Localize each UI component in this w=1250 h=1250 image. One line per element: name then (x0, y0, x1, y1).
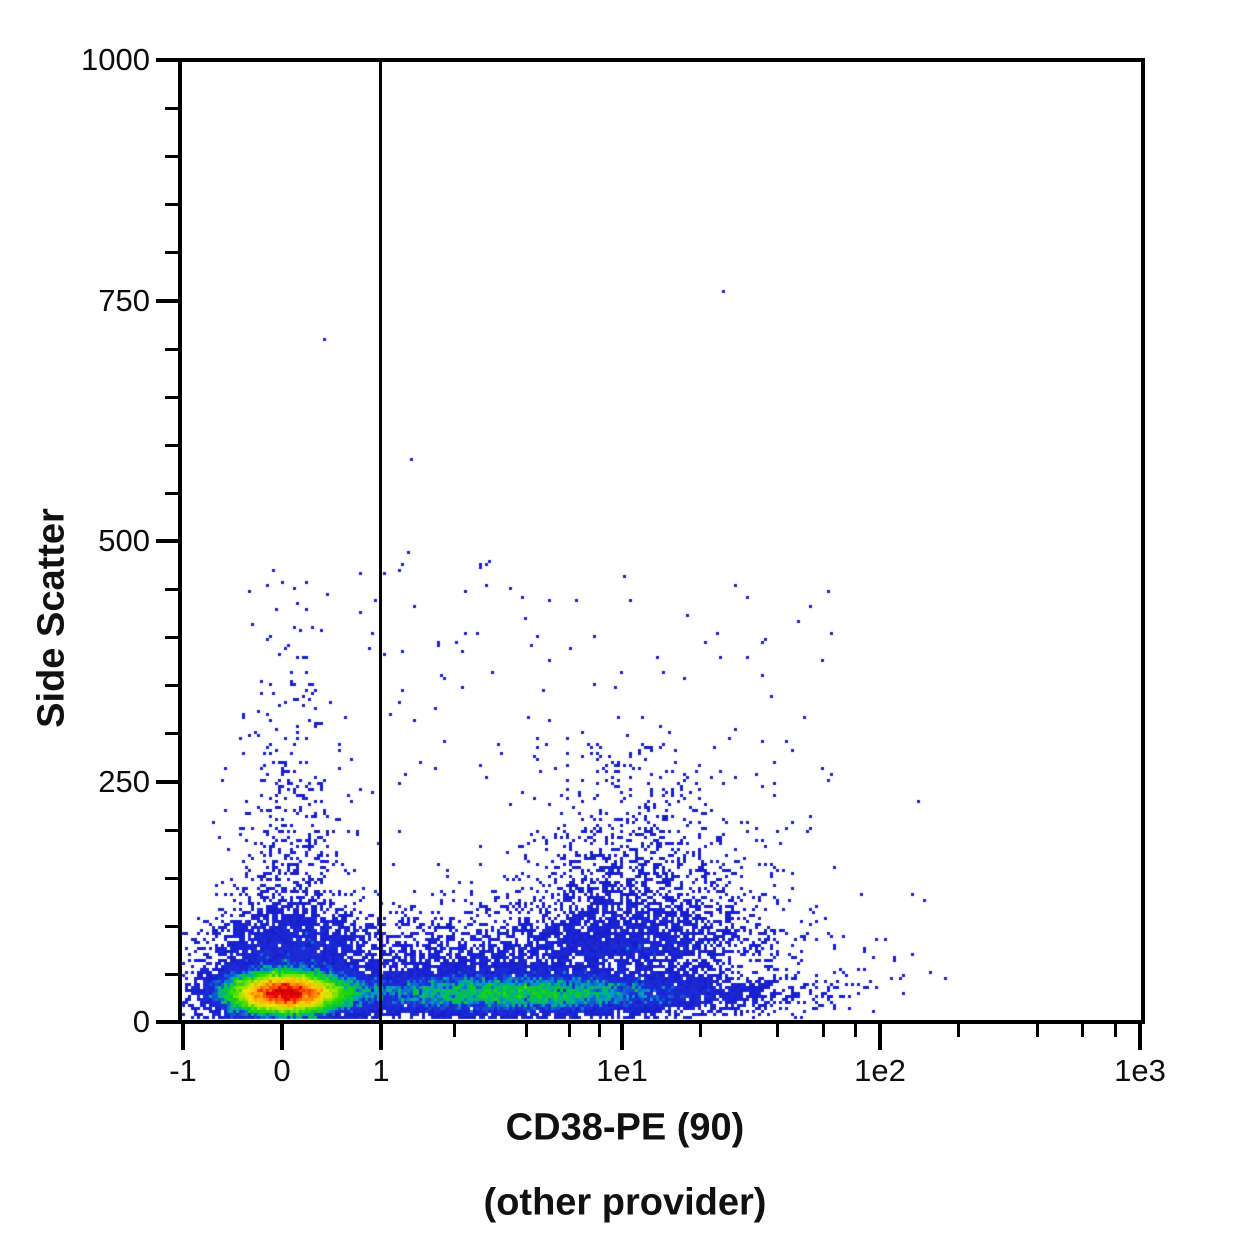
y-axis-title: Side Scatter (30, 508, 73, 728)
x-minor-tick (1114, 1024, 1117, 1037)
x-minor-tick (568, 1024, 571, 1037)
x-minor-tick (1081, 1024, 1084, 1037)
y-major-tick (156, 58, 178, 62)
x-minor-tick (776, 1024, 779, 1037)
x-major-tick (620, 1024, 624, 1050)
y-minor-tick (165, 348, 178, 351)
plot-area-border (178, 58, 1145, 1024)
y-minor-tick (165, 829, 178, 832)
x-minor-tick (598, 1024, 601, 1037)
y-major-tick (156, 780, 178, 784)
x-major-tick (1138, 1024, 1142, 1050)
y-minor-tick (165, 588, 178, 591)
y-minor-tick (165, 396, 178, 399)
x-tick-label: 1 (372, 1053, 390, 1088)
x-axis-subtitle: (other provider) (483, 1181, 767, 1224)
x-tick-label: 1e3 (1114, 1053, 1166, 1088)
y-major-tick (156, 299, 178, 303)
x-minor-tick (699, 1024, 702, 1037)
y-minor-tick (165, 925, 178, 928)
y-tick-label: 250 (98, 764, 150, 799)
y-minor-tick (165, 203, 178, 206)
y-minor-tick (165, 684, 178, 687)
x-major-tick (181, 1024, 185, 1050)
y-tick-label: 750 (98, 283, 150, 318)
x-minor-tick (854, 1024, 857, 1037)
x-tick-label: 0 (273, 1053, 291, 1088)
x-tick-label: 1e2 (854, 1053, 906, 1088)
y-tick-label: 0 (132, 1004, 150, 1039)
y-major-tick (156, 539, 178, 543)
x-minor-tick (453, 1024, 456, 1037)
x-major-tick (379, 1024, 383, 1050)
x-major-tick (878, 1024, 882, 1050)
y-minor-tick (165, 492, 178, 495)
x-minor-tick (1036, 1024, 1039, 1037)
y-major-tick (156, 1020, 178, 1024)
x-axis-title: CD38-PE (90) (505, 1106, 745, 1149)
y-minor-tick (165, 444, 178, 447)
x-tick-label: 1e1 (596, 1053, 648, 1088)
x-tick-label: -1 (169, 1053, 197, 1088)
y-minor-tick (165, 877, 178, 880)
x-minor-tick (957, 1024, 960, 1037)
gate-line[interactable] (379, 58, 382, 1024)
y-tick-label: 1000 (81, 42, 150, 77)
y-minor-tick (165, 107, 178, 110)
x-major-tick (280, 1024, 284, 1050)
y-minor-tick (165, 732, 178, 735)
y-minor-tick (165, 251, 178, 254)
y-minor-tick (165, 155, 178, 158)
x-minor-tick (822, 1024, 825, 1037)
x-minor-tick (525, 1024, 528, 1037)
y-tick-label: 500 (98, 523, 150, 558)
y-minor-tick (165, 973, 178, 976)
y-minor-tick (165, 636, 178, 639)
